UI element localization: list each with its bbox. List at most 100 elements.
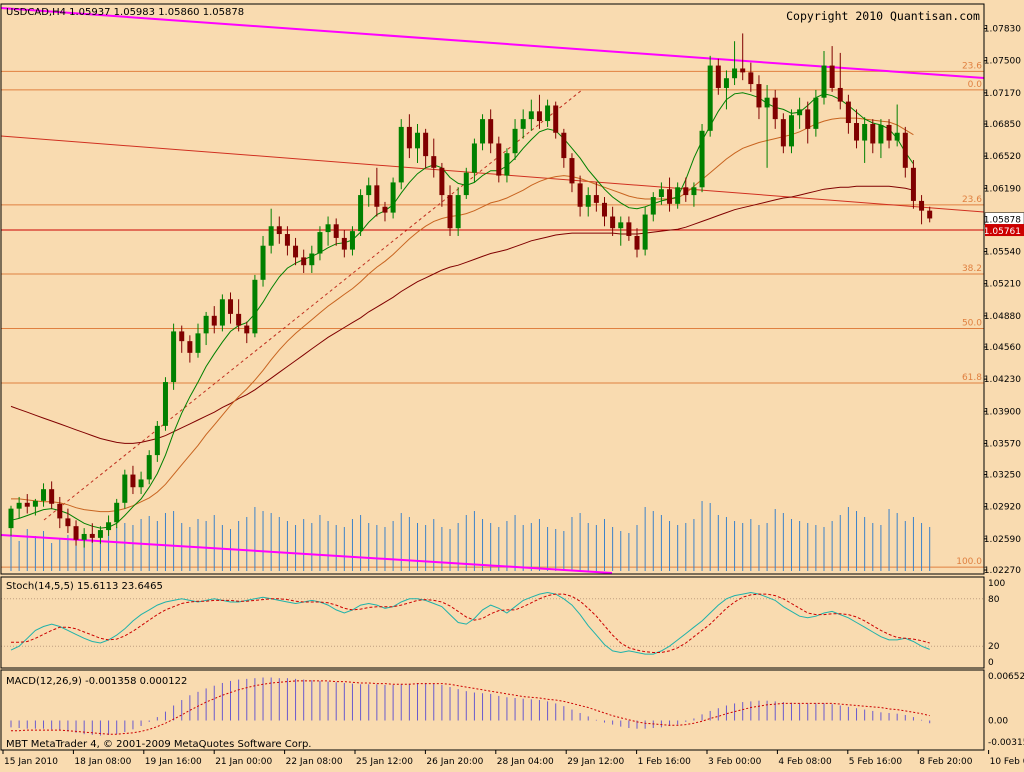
candle-bear <box>854 123 860 141</box>
candle-bull <box>138 479 144 488</box>
candle-bull <box>358 195 364 232</box>
stoch-main-line <box>10 591 930 655</box>
candle-bull <box>195 333 201 353</box>
candle-bear <box>756 84 762 108</box>
time-tick-label: 1 Feb 16:00 <box>638 757 692 767</box>
candle-bull <box>455 195 461 229</box>
candle-bear <box>740 68 746 73</box>
price-tick-label: 1.02270 <box>984 566 1021 576</box>
trendline-upper <box>0 7 985 79</box>
candle-bear <box>845 101 851 124</box>
candle-bear <box>601 202 607 217</box>
candle-bear <box>211 315 217 326</box>
time-tick-label: 28 Jan 04:00 <box>497 757 554 767</box>
candle-bull <box>366 185 372 196</box>
ma-slow-line <box>10 185 914 444</box>
time-tick-label: 26 Jan 20:00 <box>426 757 483 767</box>
fib-level-label: 61.8 <box>962 373 982 383</box>
copyright-label: Copyright 2010 Quantisan.com <box>786 9 980 23</box>
candle-bull <box>862 123 868 141</box>
candle-bull <box>171 331 177 383</box>
candle-bear <box>301 257 307 266</box>
macd-title: MACD(12,26,9) -0.001358 0.000122 <box>6 676 187 687</box>
price-tick-label: 1.04880 <box>984 312 1021 322</box>
candle-bull <box>463 172 469 196</box>
candle-bull <box>732 68 738 79</box>
candle-bear <box>829 65 835 88</box>
price-tick-label: 1.04560 <box>984 343 1021 353</box>
candle-bull <box>658 189 664 198</box>
macd-pane <box>10 677 931 736</box>
candle-bear <box>536 111 542 122</box>
candle-bear <box>919 200 925 211</box>
ma-mid-line <box>11 117 914 513</box>
candle-bull <box>545 105 551 122</box>
candle-bear <box>610 216 616 229</box>
price-tick-label: 1.03570 <box>984 439 1021 449</box>
candle-bear <box>667 189 673 204</box>
candle-bull <box>203 315 209 334</box>
main-price-pane: 0.0 23.6 23.6 38.2 50.0 61.8 100.0 <box>0 7 985 574</box>
candle-bull <box>252 279 258 334</box>
time-tick-label: 3 Feb 00:00 <box>708 757 762 767</box>
candle-bull <box>398 126 404 183</box>
fib-level-label: 0.0 <box>968 80 983 90</box>
candle-bear <box>179 331 185 342</box>
candle-bear <box>447 195 453 229</box>
macd-tick-label: 0.006525 <box>988 672 1024 682</box>
candle-bear <box>561 132 567 159</box>
candle-bear <box>24 502 30 507</box>
candle-bear <box>683 187 689 196</box>
price-tick-label: 1.04230 <box>984 375 1021 385</box>
candle-bear <box>333 224 339 238</box>
time-tick-label: 21 Jan 00:00 <box>215 757 272 767</box>
price-tick-label: 1.06190 <box>984 184 1021 194</box>
candle-bull <box>675 187 681 204</box>
candle-bull <box>390 182 396 213</box>
candle-bull <box>821 65 827 98</box>
time-tick-label: 4 Feb 08:00 <box>778 757 832 767</box>
symbol-title: USDCAD,H4 1.05937 1.05983 1.05860 1.0587… <box>6 7 244 18</box>
candle-bear <box>886 124 892 141</box>
candle-bull <box>325 224 331 233</box>
candle-bear <box>431 156 437 168</box>
candle-bull <box>699 130 705 188</box>
candle-bull <box>268 226 274 246</box>
candle-bull <box>317 232 323 254</box>
candle-bull <box>219 299 225 326</box>
candle-bear <box>748 72 754 85</box>
candle-bear <box>406 126 412 149</box>
axes: 1.07830 1.07500 1.07170 1.06850 1.06520 1.061… <box>0 3 1024 767</box>
candle-bull <box>520 119 526 129</box>
candle-bull <box>41 489 47 501</box>
candle-bull <box>97 530 103 538</box>
candle-bear <box>439 167 445 196</box>
candle-bull <box>16 502 22 509</box>
candle-bull <box>260 245 266 280</box>
candle-bear <box>382 206 388 213</box>
candle-bear <box>284 234 290 246</box>
pane-frame-0 <box>0 3 985 575</box>
candle-bear <box>187 341 193 353</box>
fib-level-label: 23.6 <box>962 61 982 71</box>
price-tick-label: 1.07170 <box>984 89 1021 99</box>
time-tick-label: 29 Jan 12:00 <box>567 757 624 767</box>
stoch-tick-label: 0 <box>988 658 994 668</box>
candle-bull <box>349 231 355 250</box>
candle-bull <box>797 109 803 116</box>
candle-bear <box>423 132 429 157</box>
candle-bear <box>228 299 234 314</box>
stoch-tick-label: 80 <box>988 595 1000 605</box>
candle-bear <box>65 518 71 527</box>
candle-bear <box>89 533 95 538</box>
candle-bull <box>894 132 900 141</box>
fib-level-label: 100.0 <box>956 557 982 567</box>
dashed-trendline <box>43 89 583 521</box>
time-tick-label: 5 Feb 16:00 <box>849 757 903 767</box>
candle-bull <box>788 115 794 147</box>
candle-bear <box>57 503 63 519</box>
candle-bull <box>146 455 152 480</box>
pane-frame-2 <box>0 669 985 751</box>
